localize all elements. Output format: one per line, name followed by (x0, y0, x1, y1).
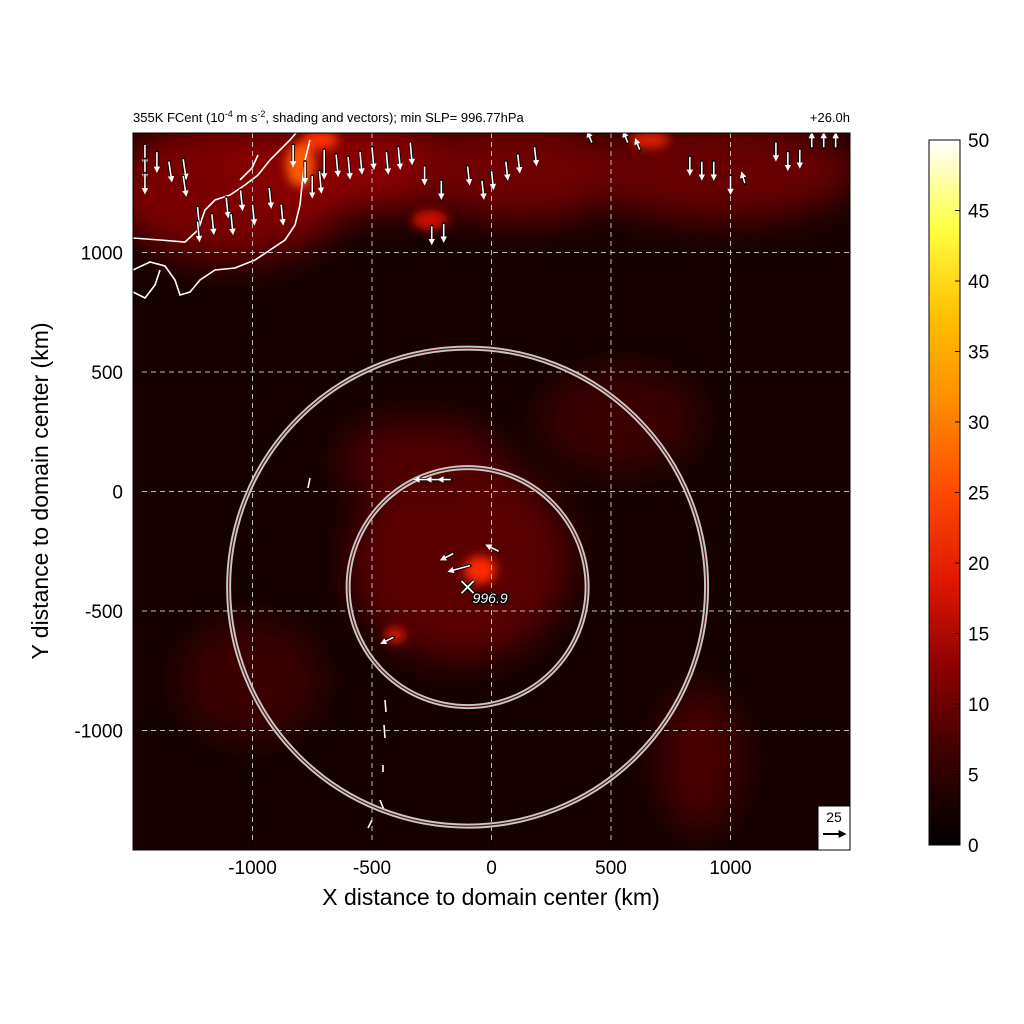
x-tick-label: -500 (353, 858, 391, 879)
wind-vector (238, 190, 246, 212)
wind-vector (182, 175, 189, 197)
shading-blob (350, 460, 570, 660)
colorbar-tick-label: 40 (968, 272, 989, 293)
wind-vector (358, 152, 365, 175)
y-tick-label: 1000 (81, 244, 123, 265)
island-path (307, 477, 311, 489)
wind-vectors (141, 133, 839, 645)
wind-vector (224, 197, 231, 219)
wind-vector (439, 552, 454, 561)
reference-vector-frame (817, 805, 851, 851)
coastline-path (133, 139, 311, 296)
wind-vector (380, 636, 394, 644)
shading-blob (410, 133, 630, 220)
wind-vector (396, 147, 403, 171)
colorbar-tick-label: 0 (968, 836, 979, 857)
wind-vector (408, 142, 415, 166)
wind-vector (250, 204, 258, 226)
gridlines (133, 133, 850, 850)
wind-vector (334, 154, 341, 178)
wind-vector (622, 133, 629, 143)
wind-vector (489, 171, 497, 191)
wind-vector (485, 544, 500, 552)
colorbar-tick-label: 35 (968, 343, 989, 364)
coastline-path (239, 154, 259, 181)
wind-vector (465, 166, 473, 186)
colorbar-tick-label: 45 (968, 202, 989, 223)
colorbar-tick-label: 10 (968, 695, 989, 716)
y-tick-label: -1000 (74, 722, 123, 743)
y-tick-label: 500 (91, 363, 123, 384)
island-path (367, 699, 387, 829)
y-axis: -1000 -500 0 500 1000 (74, 244, 139, 743)
chart-title-left: 355K FCent (10-4 m s-2, shading and vect… (133, 109, 525, 125)
shading-hotspot (286, 143, 314, 187)
colorbar-tick-label: 50 (968, 131, 989, 152)
wind-vector (370, 147, 377, 171)
colorbar-tick-label: 15 (968, 625, 989, 646)
wind-vector (532, 147, 540, 167)
range-ring-inner (228, 347, 708, 827)
wind-vector (384, 152, 392, 175)
fcent-hotspots (286, 133, 670, 643)
wind-vector (516, 154, 523, 174)
wind-vector (346, 156, 353, 180)
y-tick-label: -500 (85, 602, 123, 623)
wind-vector (740, 171, 747, 184)
shading-blob (580, 133, 850, 220)
x-tick-label: 1000 (709, 858, 751, 879)
shading-blob (540, 370, 700, 470)
shading-hotspot (412, 210, 448, 230)
reference-vector-label: 25 (826, 809, 842, 825)
coastline-path (133, 269, 161, 300)
colorbar-ramp (928, 139, 961, 846)
colorbar-tick-label: 5 (968, 766, 979, 787)
wind-vector (167, 161, 175, 183)
storm-center-marker (460, 580, 475, 594)
y-tick-label: 0 (112, 483, 123, 504)
wind-vector (447, 564, 471, 574)
chart-title-right: +26.0h (810, 110, 850, 125)
shading-blob (340, 420, 500, 500)
shading-hotspot (464, 556, 496, 584)
shading-hotspot (302, 133, 338, 150)
coastline-path (133, 133, 297, 243)
wind-vector (210, 214, 217, 236)
colorbar-tick-label: 25 (968, 484, 989, 505)
wind-vector (634, 138, 641, 151)
coastline (133, 133, 387, 829)
colorbar: 0 5 10 15 20 25 30 35 40 45 50 (928, 131, 989, 857)
colorbar-tick-label: 30 (968, 413, 989, 434)
wind-vector (279, 204, 286, 226)
wind-vector (504, 161, 511, 181)
shading-blob (660, 690, 740, 830)
wind-vector (182, 159, 189, 181)
x-tick-label: 500 (595, 858, 627, 879)
storm-center: 996.9 (460, 579, 509, 608)
wind-vector (195, 221, 203, 243)
wind-vector (229, 214, 236, 236)
storm-center-label: 996.9 (473, 590, 508, 606)
colorbar-tick-label: 20 (968, 554, 989, 575)
wind-vector (267, 187, 274, 209)
x-tick-label: 0 (486, 858, 497, 879)
x-tick-label: -1000 (228, 858, 277, 879)
range-ring-inner (347, 466, 588, 708)
x-axis: -1000 -500 0 500 1000 (228, 844, 752, 879)
wind-vector (317, 171, 325, 194)
reference-vector-box: 25 (817, 805, 851, 851)
x-axis-label: X distance to domain center (km) (322, 884, 659, 910)
wind-vector (586, 133, 593, 143)
plot-area: 996.9 (133, 133, 850, 850)
range-rings (226, 345, 710, 829)
wind-vector (480, 180, 487, 200)
y-axis-label: Y distance to domain center (km) (27, 322, 53, 659)
